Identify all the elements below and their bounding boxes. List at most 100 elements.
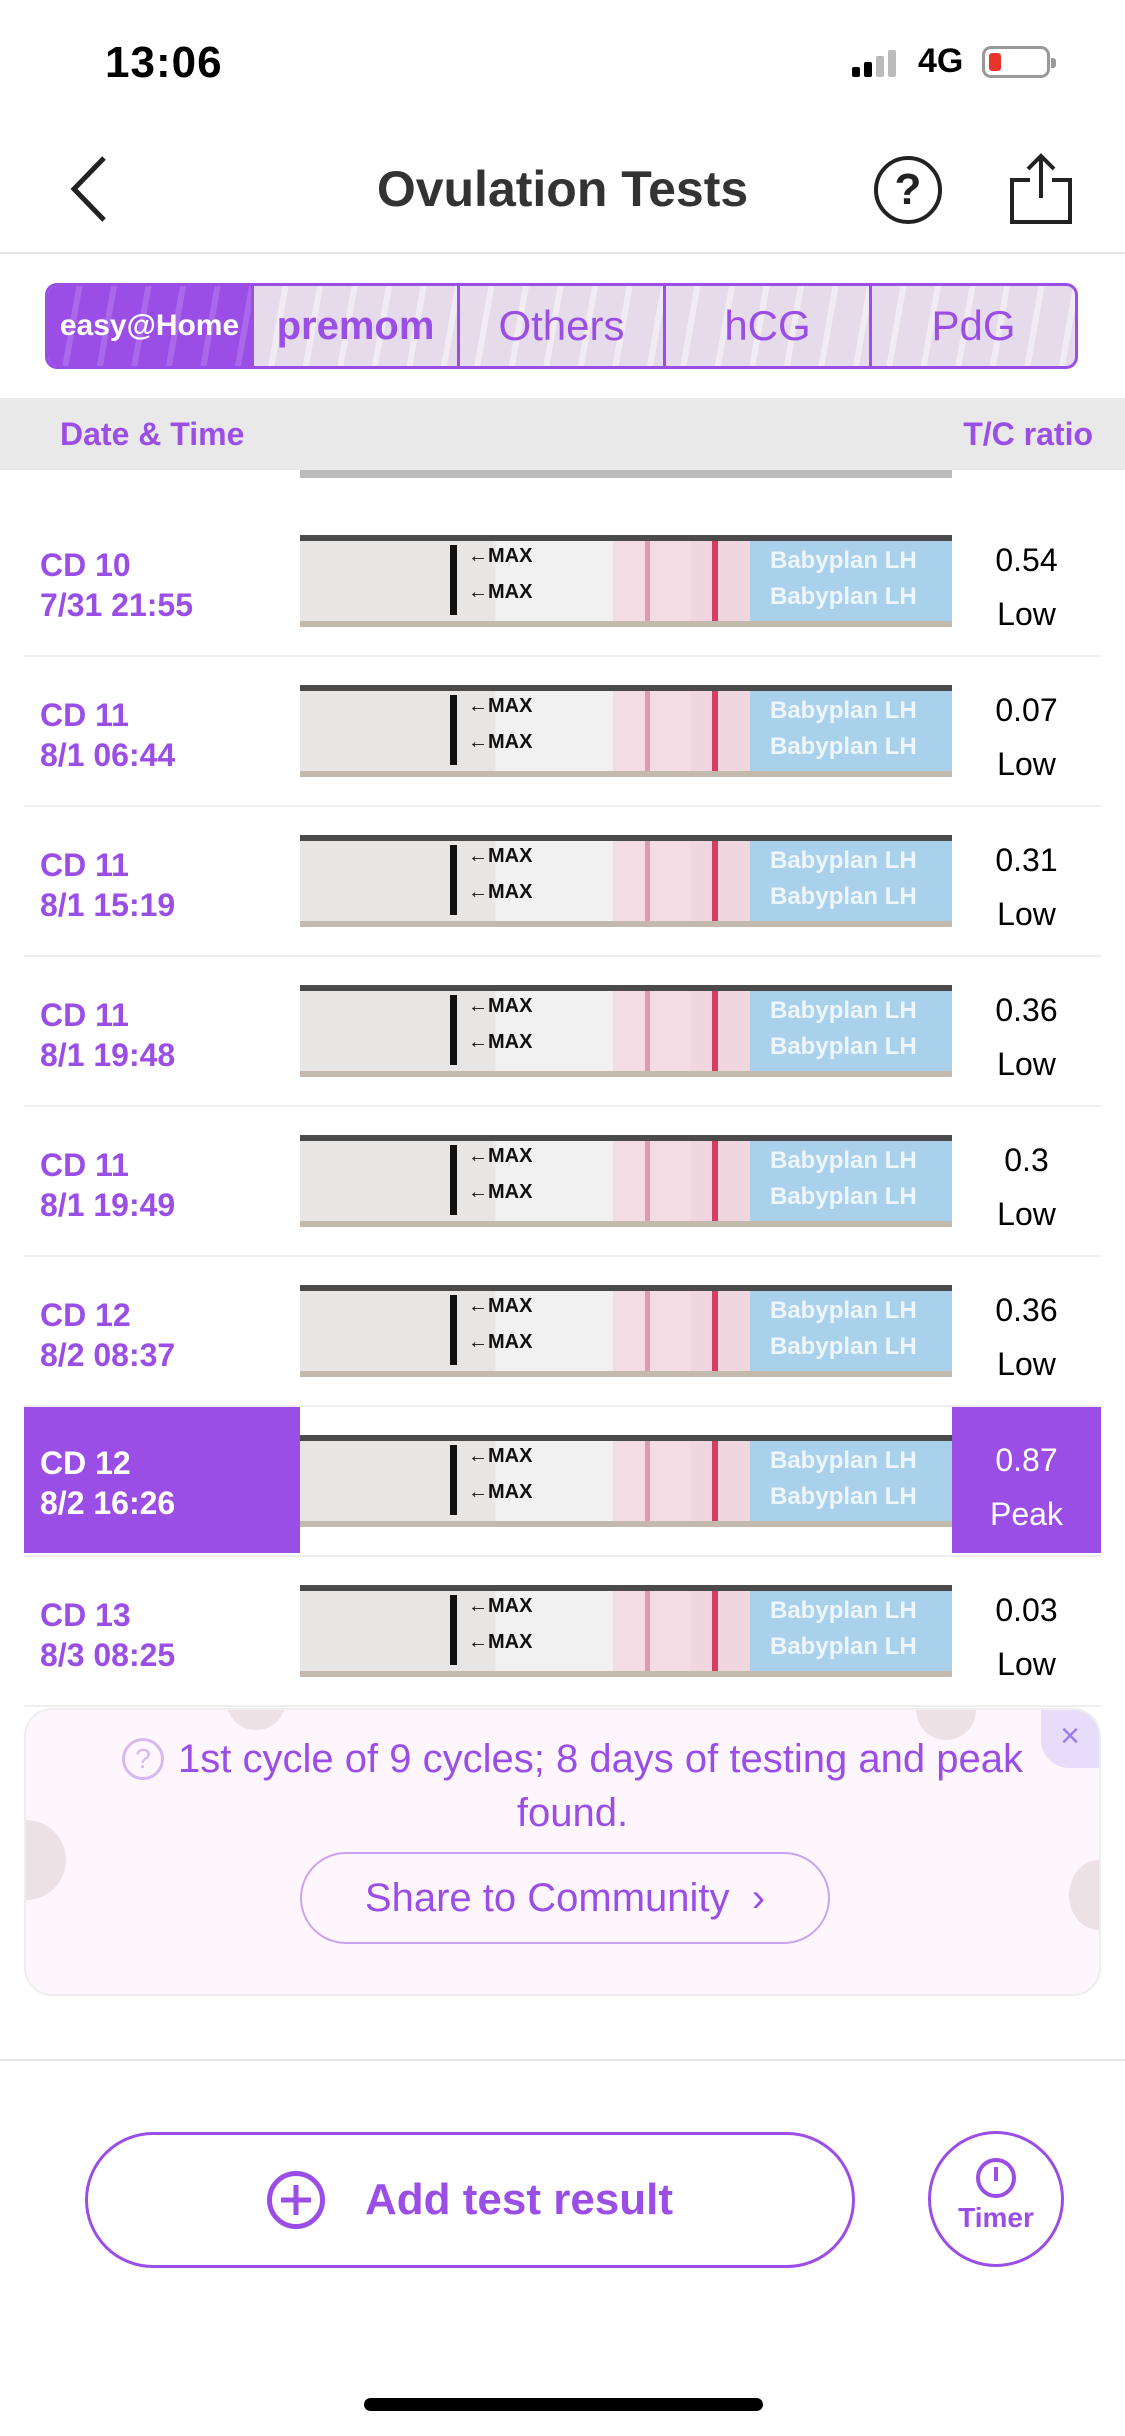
max-label: ←MAX (468, 1595, 533, 1617)
help-icon[interactable]: ? (874, 156, 942, 224)
test-row[interactable]: CD 10 7/31 21:55 ←MAX ←MAX Babyplan LH Ba… (24, 507, 1101, 657)
row-date: CD 11 8/1 15:19 (40, 845, 300, 925)
max-label: ←MAX (468, 1331, 533, 1353)
tc-ratio: 0.54 (995, 542, 1058, 578)
tab-pdg[interactable]: PdG (869, 286, 1075, 366)
home-indicator[interactable] (364, 2398, 763, 2411)
row-date: CD 11 8/1 06:44 (40, 695, 300, 775)
strip-brand: Babyplan LH (770, 1333, 917, 1360)
test-row[interactable]: CD 12 8/2 08:37 ←MAX ←MAX Babyplan LH Bab… (24, 1257, 1101, 1407)
close-icon[interactable]: × (1041, 1710, 1099, 1768)
status-time: 13:06 (105, 38, 223, 87)
strip-brand: Babyplan LH (770, 1447, 917, 1474)
timer-button[interactable]: Timer (928, 2131, 1064, 2267)
row-date: CD 13 8/3 08:25 (40, 1595, 300, 1675)
page-title: Ovulation Tests (376, 161, 749, 217)
cycle-summary-banner: × ? 1st cycle of 9 cycles; 8 days of test… (24, 1708, 1101, 1996)
max-label: ←MAX (468, 581, 533, 603)
divider (0, 252, 1125, 254)
col-date-time: Date & Time (60, 416, 245, 452)
strip-brand: Babyplan LH (770, 997, 917, 1024)
tc-ratio: 0.36 (995, 1292, 1058, 1328)
cycle-day: CD 12 (40, 1297, 131, 1333)
test-strip-image: ←MAX ←MAX Babyplan LH Babyplan LH (300, 985, 952, 1077)
add-test-result-button[interactable]: Add test result (85, 2132, 855, 2268)
share-to-community-button[interactable]: Share to Community › (300, 1852, 830, 1944)
table-header: Date & Time T/C ratio (0, 398, 1125, 470)
cycle-day: CD 11 (40, 847, 129, 883)
tab-others[interactable]: Others (457, 286, 663, 366)
row-result: 0.54 Low (952, 533, 1101, 641)
col-tc-ratio: T/C ratio (963, 416, 1093, 452)
add-label: Add test result (364, 2175, 674, 2224)
max-label: ←MAX (468, 731, 533, 753)
test-row[interactable]: CD 11 8/1 19:48 ←MAX ←MAX Babyplan LH Bab… (24, 957, 1101, 1107)
test-datetime: 8/2 16:26 (40, 1485, 176, 1521)
test-row[interactable]: CD 11 8/1 19:49 ←MAX ←MAX Babyplan LH Bab… (24, 1107, 1101, 1257)
max-label: ←MAX (468, 1145, 533, 1167)
lh-level: Low (997, 896, 1056, 932)
test-row[interactable]: CD 11 8/1 15:19 ←MAX ←MAX Babyplan LH Bab… (24, 807, 1101, 957)
stopwatch-icon (976, 2158, 1016, 2198)
brand-tabs: easy@Home premom Others hCG PdG (45, 283, 1078, 369)
question-icon[interactable]: ? (122, 1738, 165, 1780)
max-label: ←MAX (468, 695, 533, 717)
max-label: ←MAX (468, 1181, 533, 1203)
signal-icon (852, 50, 896, 77)
chevron-right-icon: › (740, 1876, 766, 1920)
tc-ratio: 0.31 (995, 842, 1058, 878)
test-row[interactable]: CD 11 8/1 06:44 ←MAX ←MAX Babyplan LH Bab… (24, 657, 1101, 807)
row-date: CD 10 7/31 21:55 (40, 545, 300, 625)
row-date: CD 11 8/1 19:49 (40, 1145, 300, 1225)
strip-brand: Babyplan LH (770, 1147, 917, 1174)
max-label: ←MAX (468, 1631, 533, 1653)
test-strip-image: ←MAX ←MAX Babyplan LH Babyplan LH (300, 535, 952, 627)
test-datetime: 8/2 08:37 (40, 1337, 176, 1373)
max-label: ←MAX (468, 881, 533, 903)
max-label: ←MAX (468, 845, 533, 867)
strip-brand: Babyplan LH (770, 547, 917, 574)
tc-ratio: 0.36 (995, 992, 1058, 1028)
max-label: ←MAX (468, 1295, 533, 1317)
test-row[interactable]: CD 13 8/3 08:25 ←MAX ←MAX Babyplan LH Bab… (24, 1557, 1101, 1707)
strip-brand: Babyplan LH (770, 847, 917, 874)
tab-premom[interactable]: premom (251, 286, 457, 366)
lh-level: Low (997, 1046, 1056, 1082)
max-label: ←MAX (468, 1481, 533, 1503)
row-result: 0.3 Low (952, 1133, 1101, 1241)
row-date: CD 11 8/1 19:48 (40, 995, 300, 1075)
test-strip-image: ←MAX ←MAX Babyplan LH Babyplan LH (300, 1435, 952, 1527)
test-strip-image: ←MAX ←MAX Babyplan LH Babyplan LH (300, 1285, 952, 1377)
max-label: ←MAX (468, 545, 533, 567)
max-label: ←MAX (468, 1031, 533, 1053)
test-datetime: 7/31 21:55 (40, 587, 194, 623)
strip-brand: Babyplan LH (770, 1183, 917, 1210)
cycle-day: CD 11 (40, 997, 129, 1033)
strip-brand: Babyplan LH (770, 733, 917, 760)
tc-ratio: 0.07 (995, 692, 1058, 728)
network-label: 4G (918, 42, 964, 80)
divider (0, 2059, 1125, 2061)
test-datetime: 8/1 06:44 (40, 737, 176, 773)
lh-level: Peak (990, 1496, 1063, 1532)
tab-easyhome[interactable]: easy@Home (48, 286, 251, 366)
row-date: CD 12 8/2 16:26 (24, 1407, 300, 1553)
test-strip-image: ←MAX ←MAX Babyplan LH Babyplan LH (300, 1585, 952, 1677)
test-strip-image: ←MAX ←MAX Babyplan LH Babyplan LH (300, 685, 952, 777)
row-result: 0.36 Low (952, 983, 1101, 1091)
back-chevron-icon[interactable] (62, 152, 122, 226)
row-result: 0.31 Low (952, 833, 1101, 941)
tab-hcg[interactable]: hCG (663, 286, 869, 366)
tc-ratio: 0.03 (995, 1592, 1058, 1628)
test-datetime: 8/3 08:25 (40, 1637, 176, 1673)
cycle-day: CD 12 (40, 1445, 131, 1481)
row-date: CD 12 8/2 08:37 (40, 1295, 300, 1375)
banner-message: 1st cycle of 9 cycles; 8 days of testing… (178, 1737, 1023, 1835)
row-result: 0.07 Low (952, 683, 1101, 791)
cycle-day: CD 13 (40, 1597, 131, 1633)
cycle-day: CD 10 (40, 547, 131, 583)
tc-ratio: 0.3 (1004, 1142, 1049, 1178)
share-icon[interactable] (1006, 150, 1076, 226)
share-label: Share to Community (364, 1876, 730, 1920)
test-row[interactable]: CD 12 8/2 16:26 ←MAX ←MAX Babyplan LH Bab… (24, 1407, 1101, 1557)
